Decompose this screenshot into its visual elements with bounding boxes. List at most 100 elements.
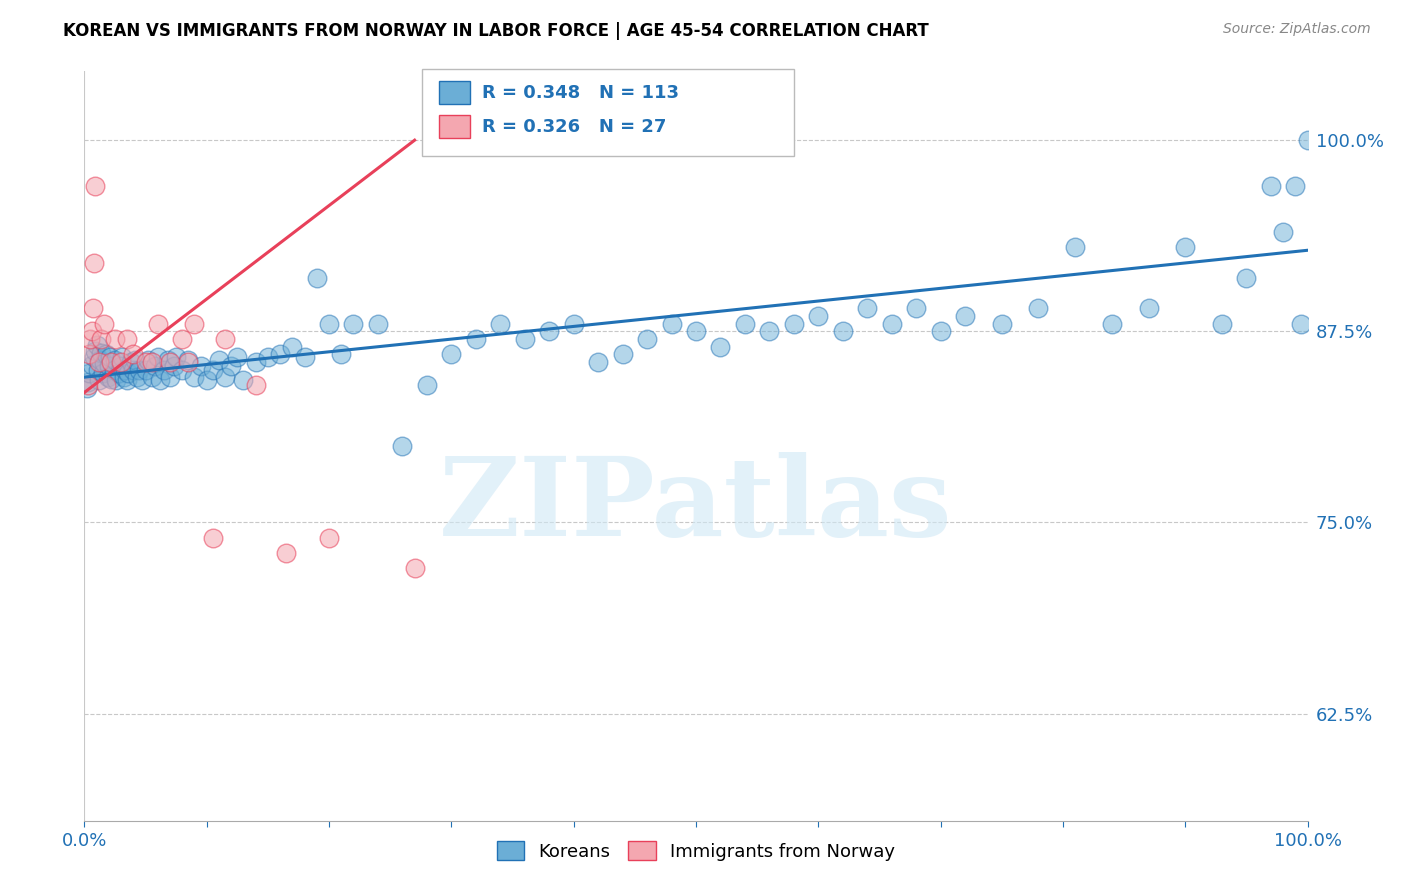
Point <box>661 317 683 331</box>
Point <box>90 332 112 346</box>
Point <box>513 332 536 346</box>
Point <box>245 355 267 369</box>
Point <box>905 301 928 316</box>
Point <box>97 359 120 374</box>
Text: ZIPatlas: ZIPatlas <box>439 452 953 559</box>
Point <box>232 373 254 387</box>
Point <box>122 347 145 361</box>
Point <box>1296 133 1319 147</box>
Point <box>143 359 166 374</box>
Point <box>77 347 100 361</box>
Point <box>77 366 100 380</box>
Point <box>100 372 122 386</box>
Point <box>122 362 145 376</box>
Point <box>195 373 218 387</box>
Point <box>107 366 129 380</box>
Point <box>159 370 181 384</box>
Point <box>76 381 98 395</box>
Point <box>1137 301 1160 316</box>
Point <box>117 366 139 380</box>
Point <box>214 332 236 346</box>
Point <box>1211 317 1233 331</box>
Point <box>342 317 364 331</box>
Point <box>538 324 561 338</box>
Point <box>219 359 242 374</box>
Point <box>111 351 134 365</box>
Point <box>709 340 731 354</box>
Point <box>77 375 100 389</box>
Point <box>103 362 125 376</box>
Point <box>84 344 107 359</box>
Point <box>84 179 107 194</box>
Point <box>79 332 101 346</box>
Point <box>734 317 756 331</box>
Point <box>783 317 806 331</box>
Text: Source: ZipAtlas.com: Source: ZipAtlas.com <box>1223 22 1371 37</box>
Point <box>77 377 100 392</box>
Point <box>201 362 224 376</box>
Point <box>96 347 118 361</box>
Point <box>141 355 163 369</box>
Text: R = 0.348   N = 113: R = 0.348 N = 113 <box>482 84 679 102</box>
Point <box>807 309 830 323</box>
Point <box>115 332 138 346</box>
Point <box>177 355 200 369</box>
Point <box>183 317 205 331</box>
Point <box>104 353 127 368</box>
Point <box>856 301 879 316</box>
Point <box>98 351 121 365</box>
Point <box>153 362 176 376</box>
Point <box>87 373 110 387</box>
Point <box>391 439 413 453</box>
Point <box>125 370 148 384</box>
Point <box>953 309 976 323</box>
Point <box>80 324 103 338</box>
Point <box>1174 240 1197 254</box>
Point <box>83 351 105 365</box>
Point <box>1064 240 1087 254</box>
Point <box>1272 225 1295 239</box>
Point <box>110 359 132 374</box>
Point <box>586 355 609 369</box>
Point <box>991 317 1014 331</box>
Point <box>97 370 120 384</box>
Point <box>562 317 585 331</box>
Point <box>1236 270 1258 285</box>
Point <box>89 353 111 368</box>
Point <box>104 332 127 346</box>
Point <box>636 332 658 346</box>
Point <box>612 347 634 361</box>
Point <box>1291 317 1313 331</box>
Point <box>136 353 159 368</box>
Point <box>115 373 138 387</box>
Point <box>114 362 136 376</box>
Point <box>105 373 128 387</box>
Point <box>1028 301 1050 316</box>
Point <box>831 324 853 338</box>
Point <box>135 355 157 369</box>
Point <box>318 531 340 545</box>
Point <box>214 370 236 384</box>
Point <box>183 370 205 384</box>
Text: R = 0.326   N = 27: R = 0.326 N = 27 <box>482 118 666 136</box>
Point <box>257 351 280 365</box>
Point <box>416 377 439 392</box>
Point <box>100 355 122 369</box>
Point <box>112 370 135 384</box>
Point <box>156 353 179 368</box>
Point <box>82 301 104 316</box>
Point <box>83 255 105 269</box>
Point <box>929 324 952 338</box>
Point <box>305 270 328 285</box>
Point <box>120 355 142 369</box>
Point <box>172 332 194 346</box>
Point <box>440 347 463 361</box>
Point <box>208 353 231 368</box>
Text: KOREAN VS IMMIGRANTS FROM NORWAY IN LABOR FORCE | AGE 45-54 CORRELATION CHART: KOREAN VS IMMIGRANTS FROM NORWAY IN LABO… <box>63 22 929 40</box>
Point <box>135 362 157 376</box>
Point <box>245 377 267 392</box>
Point <box>404 561 426 575</box>
Point <box>1284 179 1306 194</box>
Point <box>685 324 707 338</box>
Point <box>294 351 316 365</box>
